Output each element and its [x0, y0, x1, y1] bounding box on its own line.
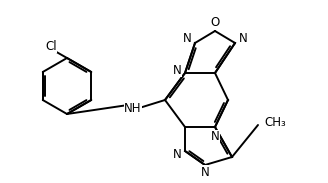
Text: N: N [201, 165, 209, 178]
Text: N: N [211, 130, 219, 143]
Text: CH₃: CH₃ [264, 117, 286, 130]
Text: N: N [183, 33, 191, 46]
Text: N: N [173, 64, 181, 76]
Text: Cl: Cl [45, 40, 57, 53]
Text: O: O [210, 16, 220, 29]
Text: N: N [173, 148, 181, 162]
Text: NH: NH [124, 102, 142, 115]
Text: N: N [239, 33, 247, 46]
